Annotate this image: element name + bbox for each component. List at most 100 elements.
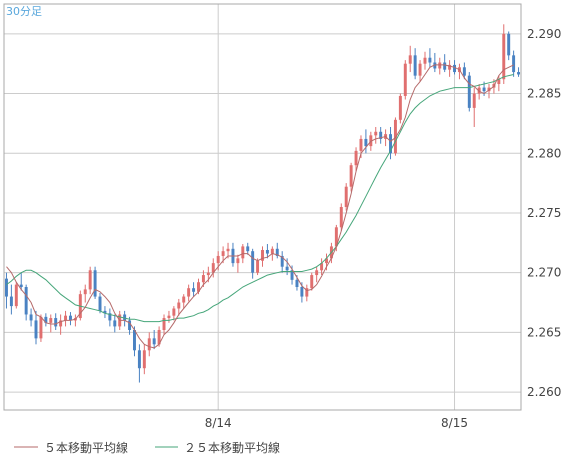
candle-body [54,318,58,327]
x-axis-labels: 8/14 8/15 [205,416,468,430]
candle-body [428,57,432,63]
candle-body [295,279,299,288]
candle-body [379,131,383,139]
candle-body [88,270,92,290]
y-tick-label: 2.285 [527,87,561,101]
candle-body [19,284,23,288]
candle-body [157,329,161,345]
candle-body [192,288,196,292]
candle-body [448,64,452,70]
candle-body [98,296,102,311]
candle-body [300,287,304,297]
candle-body [68,315,72,321]
candle-body [290,270,294,280]
candle-body [270,248,274,254]
candle-body [128,320,132,330]
candle-body [187,288,191,297]
candle-body [162,318,166,330]
candle-body [285,266,289,271]
candle-body [334,227,338,247]
candle-body [443,62,447,70]
candle-body [211,263,215,273]
chart-legend: ５本移動平均線 ２５本移動平均線 [14,440,280,455]
candle-body [393,119,397,154]
candle-body [512,55,516,73]
candle-body [502,33,506,80]
candle-body [305,288,309,297]
candle-body [123,314,127,321]
ma5-line [6,64,514,349]
candle-body [403,63,407,96]
candle-body [133,329,136,351]
candle-body [398,95,402,120]
y-tick-label: 2.260 [527,385,561,399]
candle-body [507,33,511,56]
candle-body [216,255,220,264]
y-tick-label: 2.280 [527,146,561,160]
candle-body [320,263,324,271]
y-tick-label: 2.265 [527,325,561,339]
candle-body [408,55,412,64]
candle-body [137,350,141,369]
candle-body [24,287,28,315]
candle-body [472,93,476,108]
candle-body [64,315,68,321]
candle-body [418,63,422,76]
candle-body [108,313,112,321]
y-tick-label: 2.290 [527,27,561,41]
candle-body [374,131,378,136]
candle-body [226,248,230,252]
candle-body [241,246,245,259]
y-tick-label: 2.275 [527,206,561,220]
candle-body [413,55,417,76]
candle-body [354,150,358,166]
candle-body [197,282,200,292]
candle-body [206,272,210,276]
candle-body [93,270,97,297]
candle-body [221,251,225,256]
candle-body [172,308,176,316]
candle-body [49,318,53,323]
timeframe-label: 30分足 [6,5,42,18]
candle-body [83,289,87,295]
candle-body [359,138,363,151]
candles [4,24,521,383]
plot-frame [3,3,522,411]
candle-body [44,316,48,323]
candle-body [167,315,171,319]
candle-body [9,296,13,307]
candle-body [423,57,427,64]
candle-body [103,310,107,314]
x-tick-label: 8/15 [441,416,468,430]
legend-ma25-label: ２５本移動平均線 [184,440,280,455]
candle-body [14,284,18,307]
candle-body [39,316,43,339]
x-tick-label: 8/14 [205,416,232,430]
candle-body [364,138,368,147]
candle-body [349,165,353,187]
candle-body [310,275,314,289]
legend-ma5-label: ５本移動平均線 [44,440,128,455]
candle-body [182,296,186,303]
candle-body [147,338,151,351]
y-tick-label: 2.270 [527,266,561,280]
candle-body [177,302,181,309]
candle-body [453,64,457,73]
candle-body [265,249,269,254]
candle-body [339,207,343,228]
candle-body [34,320,38,339]
candle-body [113,320,117,327]
candle-body [344,186,348,207]
candle-body [275,248,279,256]
candle-body [201,275,205,283]
candle-body [261,249,264,261]
candle-body [438,62,442,69]
candle-body [251,251,255,273]
candle-body [482,87,486,92]
ma25-line [6,74,514,323]
candle-body [369,135,373,147]
y-axis-labels: 2.260 2.265 2.270 2.275 2.280 2.285 2.290 [527,27,561,399]
candle-body [152,338,156,345]
